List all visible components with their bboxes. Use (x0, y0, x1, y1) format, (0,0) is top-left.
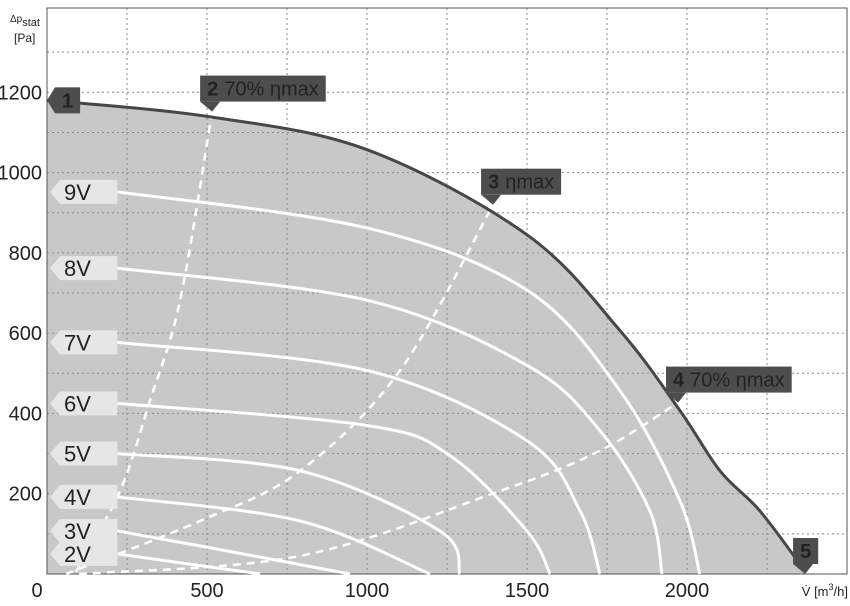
plot-frame (46, 7, 848, 575)
voltage-curve (117, 452, 462, 575)
y-axis-unit: [Pa] (14, 31, 35, 45)
voltage-tag (50, 484, 118, 509)
annotation: 3 ηmax (481, 168, 562, 205)
annotation-number: 5 (800, 541, 811, 563)
y-tick-label: 1000 (0, 163, 42, 185)
efficiency-line (74, 111, 214, 573)
voltage-label: 8V (64, 256, 91, 281)
voltage-label: 7V (64, 330, 91, 355)
voltage-label: 4V (64, 485, 91, 510)
voltage-label: 2V (64, 542, 91, 567)
annotation-pointer (200, 101, 221, 112)
annotation-number: 1 (62, 90, 73, 112)
x-tick-label: 1000 (345, 580, 390, 602)
annotation-box (793, 538, 819, 564)
annotation: 5 (793, 538, 819, 574)
annotation: 2 70% ηmax (200, 75, 326, 112)
voltage-tag (50, 391, 118, 416)
voltage-tag (50, 441, 118, 466)
voltage-label: 5V (64, 442, 91, 467)
voltage-label: 9V (64, 180, 91, 205)
annotation-box (481, 168, 562, 195)
voltage-tag (50, 330, 118, 355)
y-tick-label: 1200 (0, 82, 42, 104)
voltage-tag (50, 179, 118, 204)
annotation-pointer (666, 392, 687, 403)
annotation-box (55, 87, 81, 114)
x-tick-label: 500 (190, 580, 223, 602)
annotation-number: 4 (673, 370, 685, 392)
x-tick-label: 2000 (665, 580, 710, 602)
annotation-box (200, 75, 326, 102)
voltage-curve (117, 401, 552, 575)
voltage-curve (117, 190, 702, 575)
annotation-pointer (481, 194, 502, 205)
voltage-label: 3V (64, 519, 91, 544)
y-tick-label: 800 (9, 243, 42, 265)
voltage-curve (117, 495, 431, 576)
voltage-tag (50, 519, 118, 544)
annotation: 1 (47, 87, 81, 114)
y-tick-label: 600 (9, 323, 42, 345)
voltage-curve (117, 529, 351, 576)
annotation-box (666, 366, 792, 393)
x-tick-label: 1500 (505, 580, 550, 602)
voltage-tag (50, 256, 118, 281)
annotation: 4 70% ηmax (666, 366, 792, 403)
annotation-pointer (793, 564, 814, 574)
annotation-text: 70% ηmax (224, 79, 319, 101)
voltage-curve (117, 340, 602, 575)
max-curve (46, 98, 807, 573)
voltage-tag (50, 541, 118, 566)
annotation-number: 2 (207, 79, 218, 101)
y-tick-label: 200 (9, 484, 42, 506)
annotation-number: 3 (488, 172, 499, 194)
voltage-curve (117, 552, 261, 576)
x-tick-label: 0 (31, 580, 42, 602)
voltage-label: 6V (64, 391, 91, 416)
operating-area (47, 100, 806, 575)
voltage-curve (117, 266, 664, 575)
x-axis-label: V̇ [m3/h] (802, 582, 848, 599)
annotation-text: 70% ηmax (690, 370, 785, 392)
annotation-text: ηmax (505, 172, 554, 194)
annotation-pointer (47, 87, 55, 114)
y-axis-label: Δpstat (10, 14, 40, 29)
y-tick-label: 400 (9, 403, 42, 425)
